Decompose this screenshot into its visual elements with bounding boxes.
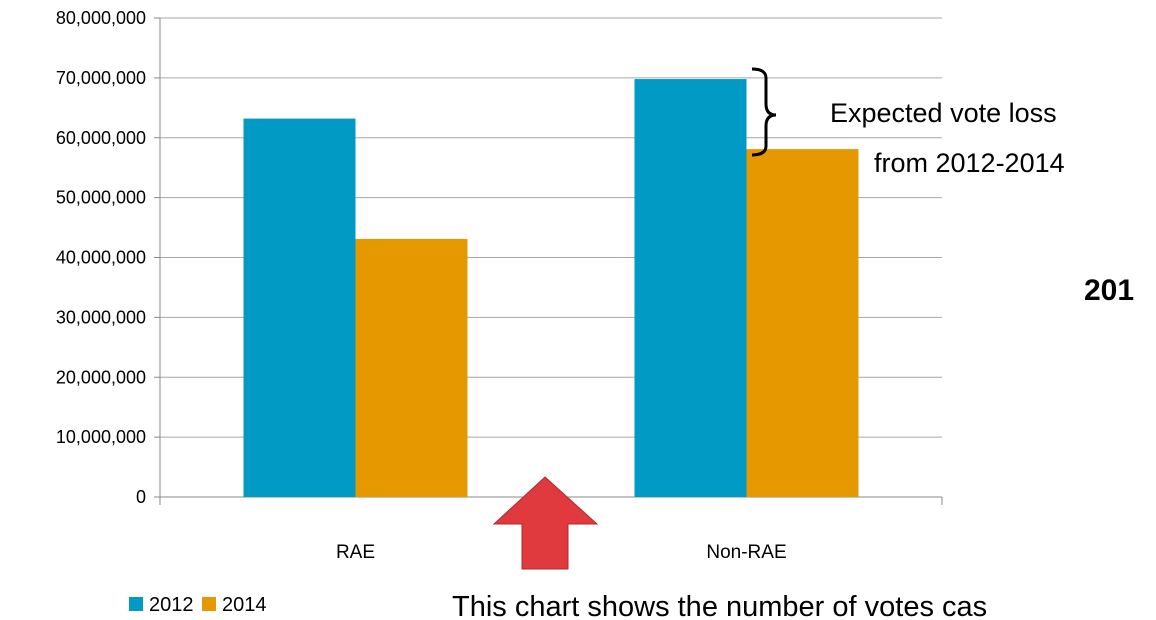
bar-rae-2014	[355, 238, 468, 497]
legend-label-2014: 2014	[222, 594, 267, 616]
annotation-line-2: from 2012-2014	[874, 148, 1065, 178]
x-tick-label: RAE	[336, 542, 375, 563]
y-tick-label: 20,000,000	[56, 367, 146, 387]
y-tick-labels: 0 10,000,000 20,000,000 30,000,000 40,000,00…	[56, 8, 146, 507]
legend-label-2012: 2012	[149, 594, 194, 616]
bar-non-rae-2014	[746, 149, 859, 497]
legend-swatch-2012	[129, 597, 143, 611]
up-arrow-icon	[492, 476, 599, 570]
chart-caption: This chart shows the number of votes cas	[452, 591, 987, 620]
y-tick-label: 80,000,000	[56, 8, 146, 28]
y-tick-label: 10,000,000	[56, 427, 146, 447]
bar-rae-2012	[243, 118, 356, 497]
y-tick-label: 40,000,000	[56, 248, 146, 268]
legend: 2012 2014	[129, 594, 267, 616]
y-tick-label: 60,000,000	[56, 128, 146, 148]
y-tick-label: 50,000,000	[56, 188, 146, 208]
bar-non-rae-2012	[634, 79, 747, 497]
brace-icon	[751, 67, 777, 157]
x-tick-labels: RAE Non-RAE	[336, 542, 787, 563]
clipped-title-fragment: 201	[1084, 274, 1134, 307]
bars	[243, 79, 859, 497]
y-tick-label: 30,000,000	[56, 307, 146, 327]
y-tick-label: 70,000,000	[56, 68, 146, 88]
legend-swatch-2014	[202, 597, 216, 611]
x-tick-label: Non-RAE	[706, 542, 786, 563]
y-tick-label: 0	[136, 487, 146, 507]
annotation-line-1: Expected vote loss	[830, 98, 1057, 128]
